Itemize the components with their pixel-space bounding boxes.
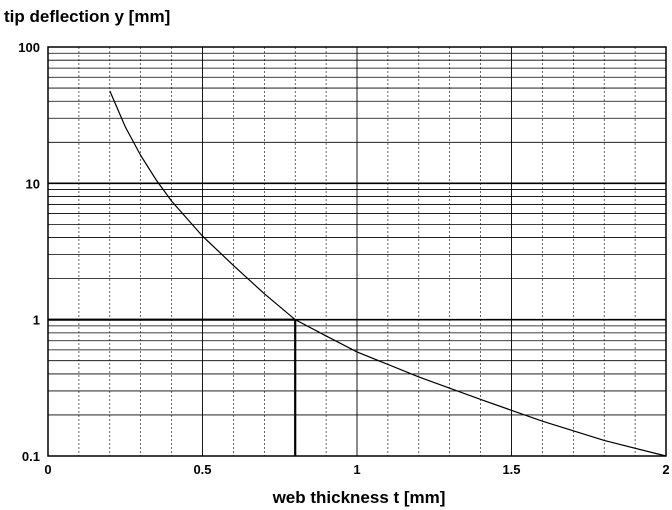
y-tick-label: 1 bbox=[33, 313, 40, 328]
x-axis-title: web thickness t [mm] bbox=[272, 488, 446, 507]
x-tick-label: 1 bbox=[353, 462, 360, 477]
x-tick-label: 2 bbox=[662, 462, 669, 477]
tick-labels: 0 0.5 1 1.5 2 0.1 1 10 100 bbox=[18, 40, 669, 477]
series-layer bbox=[109, 90, 667, 457]
x-tick-label: 1.5 bbox=[502, 462, 520, 477]
y-tick-label: 10 bbox=[26, 176, 40, 191]
series-line bbox=[109, 90, 667, 457]
plot-frame bbox=[47, 46, 667, 457]
y-tick-label: 0.1 bbox=[22, 449, 40, 464]
y-tick-label: 100 bbox=[18, 40, 40, 55]
x-tick-label: 0 bbox=[44, 462, 51, 477]
x-tick-label: 0.5 bbox=[193, 462, 211, 477]
marker-lines bbox=[48, 318, 297, 456]
y-axis-title: tip deflection y [mm] bbox=[4, 7, 170, 26]
